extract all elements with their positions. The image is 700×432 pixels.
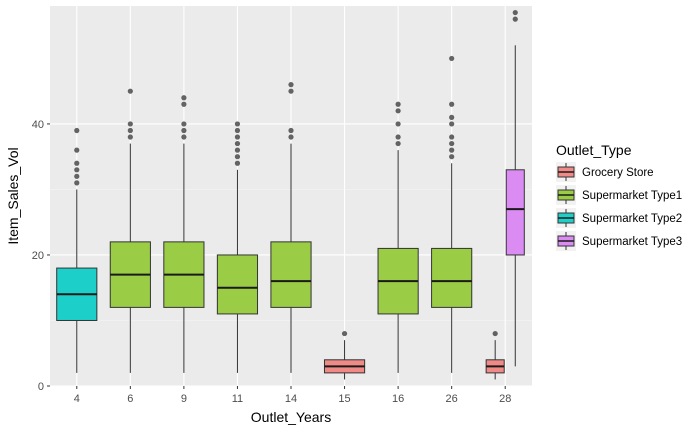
outlier-point xyxy=(181,134,187,140)
outlier-point xyxy=(234,160,241,166)
legend-label: Supermarket Type1 xyxy=(582,190,682,202)
outlier-point xyxy=(449,121,455,127)
outlier-point xyxy=(395,108,401,114)
outlier-point xyxy=(74,167,80,173)
outlier-point xyxy=(512,16,518,22)
legend-label: Grocery Store xyxy=(582,167,654,179)
legend-item-grocery-store: Grocery Store xyxy=(556,162,654,182)
box-9-supermarket-type1 xyxy=(163,95,205,373)
y-axis-title: Item_Sales_Vol xyxy=(5,147,21,244)
outlier-point xyxy=(74,180,80,186)
outlier-point xyxy=(127,121,133,127)
outlier-point xyxy=(449,101,455,107)
outlier-point xyxy=(127,88,133,94)
outlier-point xyxy=(74,173,80,179)
legend-label: Supermarket Type3 xyxy=(582,236,682,248)
outlier-point xyxy=(512,9,518,16)
legend-item-supermarket-type3: Supermarket Type3 xyxy=(556,231,682,251)
outlier-point xyxy=(288,82,294,88)
outlier-point xyxy=(234,154,241,160)
outlier-point xyxy=(395,134,401,140)
legend: Outlet_Type Grocery Store Supermarket Typ… xyxy=(556,142,682,251)
outlier-point xyxy=(74,127,80,134)
y-tick-label: 20 xyxy=(32,250,44,262)
outlier-point xyxy=(449,147,455,153)
x-tick-label: 26 xyxy=(446,393,458,405)
outlier-point xyxy=(181,127,187,134)
outlier-point xyxy=(449,154,455,160)
outlier-point xyxy=(127,134,133,140)
outlier-point xyxy=(181,121,187,127)
outlier-point xyxy=(234,121,241,127)
outlier-point xyxy=(181,95,187,101)
outlier-point xyxy=(288,127,294,134)
outlier-point xyxy=(395,140,401,147)
x-tick-label: 4 xyxy=(74,393,80,405)
box-iqr xyxy=(270,241,312,308)
legend-item-supermarket-type2: Supermarket Type2 xyxy=(556,208,682,228)
x-tick-label: 28 xyxy=(499,393,511,405)
outlier-point xyxy=(234,134,241,140)
x-tick-label: 14 xyxy=(285,393,297,405)
boxes xyxy=(56,9,525,380)
box-iqr xyxy=(505,169,525,256)
box-iqr xyxy=(431,247,473,308)
x-tick-label: 15 xyxy=(338,393,350,405)
box-iqr xyxy=(216,254,259,315)
x-axis: 4 6 9 11 14 15 16 26 28 xyxy=(74,386,511,405)
outlier-point xyxy=(449,114,455,120)
box-16-supermarket-type1 xyxy=(377,101,419,373)
outlier-point xyxy=(74,147,80,153)
x-tick-label: 9 xyxy=(181,393,187,405)
outlier-point xyxy=(234,140,241,147)
outlier-point xyxy=(449,134,455,140)
legend-title: Outlet_Type xyxy=(556,142,632,158)
box-6-supermarket-type1 xyxy=(109,88,151,373)
x-tick-label: 6 xyxy=(127,393,133,405)
box-11-supermarket-type1 xyxy=(216,121,259,373)
outlier-point xyxy=(74,160,80,166)
outlier-point xyxy=(234,147,241,153)
y-tick-label: 40 xyxy=(32,119,44,131)
box-4-supermarket-type2 xyxy=(56,127,98,373)
outlier-point xyxy=(492,330,498,337)
outlier-point xyxy=(449,140,455,147)
outlier-point xyxy=(449,55,455,62)
box-14-supermarket-type1 xyxy=(270,82,312,373)
box-28-grocery-store xyxy=(485,330,505,380)
x-axis-title: Outlet_Years xyxy=(251,409,331,425)
outlier-point xyxy=(127,127,133,134)
legend-item-supermarket-type1: Supermarket Type1 xyxy=(556,185,682,205)
box-26-supermarket-type1 xyxy=(431,55,473,373)
x-tick-label: 16 xyxy=(392,393,404,405)
y-tick-label: 0 xyxy=(38,381,44,393)
box-15-grocery-store xyxy=(323,330,366,380)
outlier-point xyxy=(341,330,348,337)
outlier-point xyxy=(234,127,241,134)
outlier-point xyxy=(395,101,401,107)
x-tick-label: 11 xyxy=(232,393,243,405)
outlier-point xyxy=(395,121,401,127)
legend-label: Supermarket Type2 xyxy=(582,213,682,225)
outlier-point xyxy=(288,88,294,94)
y-axis: 0 20 40 xyxy=(32,119,50,393)
outlier-point xyxy=(181,101,187,107)
box-28-supermarket-type3 xyxy=(505,9,525,367)
outlier-point xyxy=(288,134,294,140)
